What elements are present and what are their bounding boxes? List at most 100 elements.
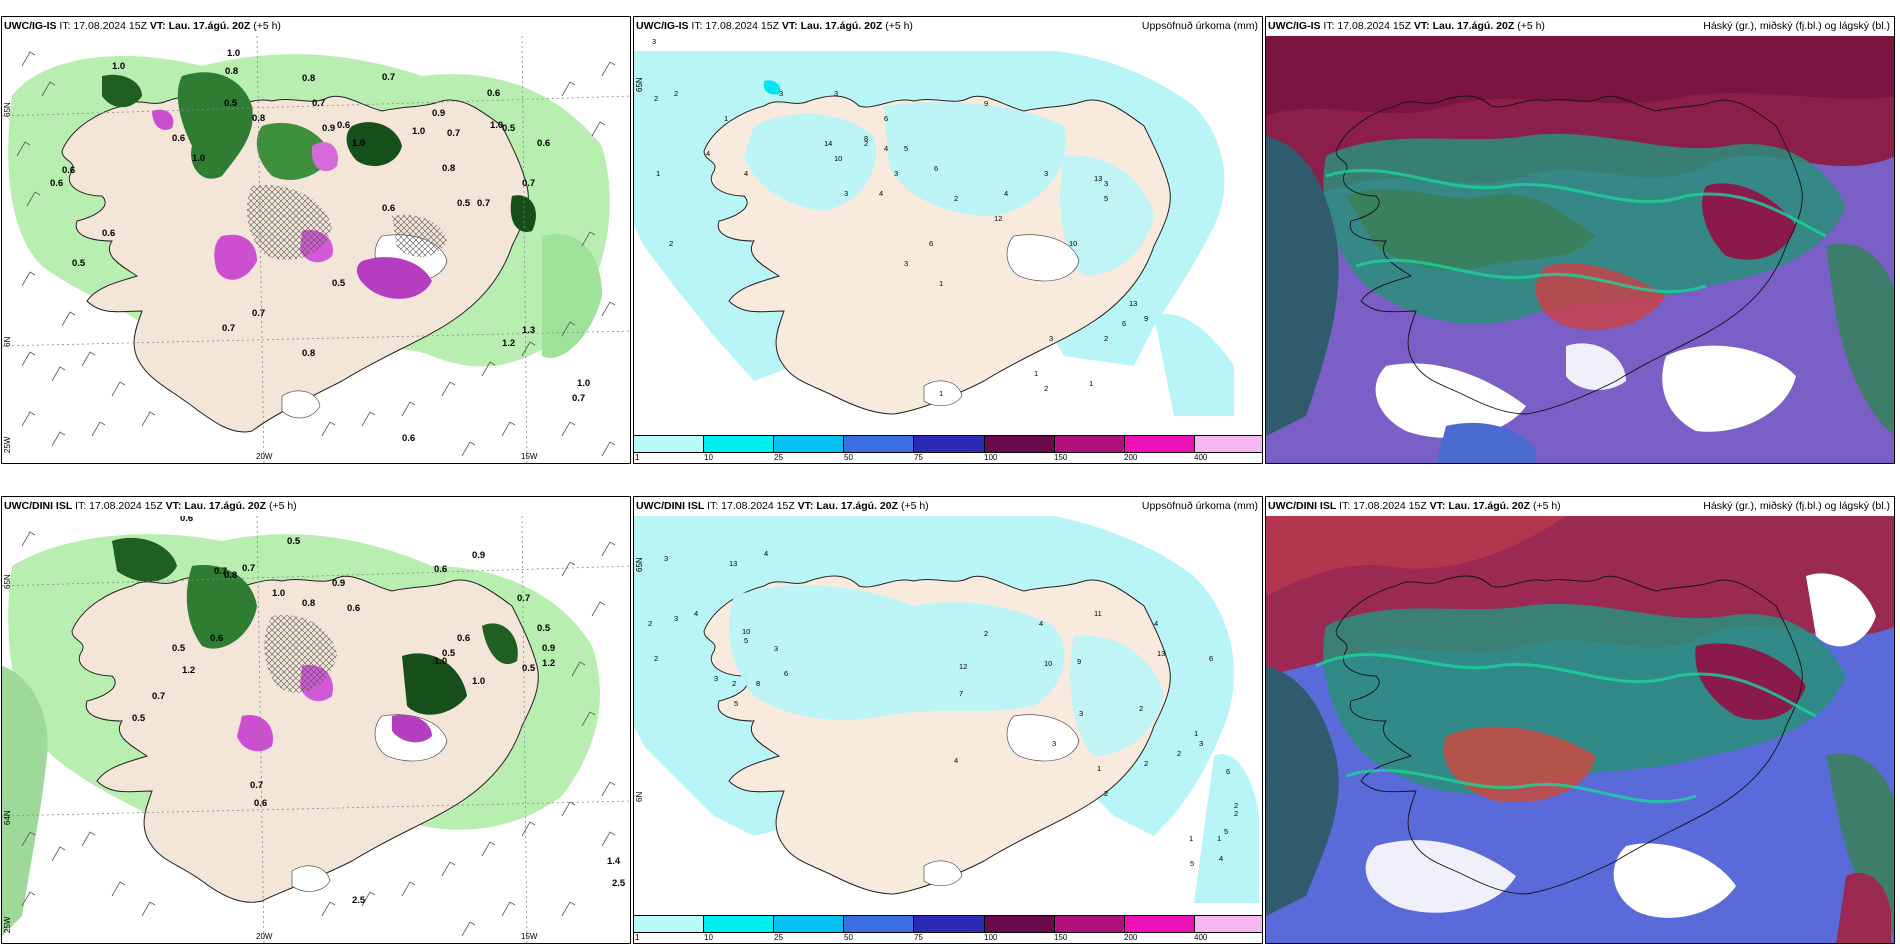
colorbar-swatch xyxy=(1124,916,1195,932)
map-value-label: 3 xyxy=(1199,739,1203,748)
cloud-cover-map xyxy=(1266,36,1894,463)
precip-light-area-east xyxy=(542,234,602,358)
map-value-label: 6 xyxy=(784,669,788,678)
cloud-low xyxy=(1266,666,1339,916)
cloud-contour xyxy=(1345,768,1697,804)
map-value-label: 3 xyxy=(894,169,898,178)
map-value-label: 1 xyxy=(1194,729,1198,738)
map-value-label: 0.5 xyxy=(72,258,86,269)
map-value-label: 0.5 xyxy=(132,713,146,724)
clear-sky xyxy=(1613,843,1736,918)
lat-label: 65N xyxy=(635,557,644,572)
colorbar-swatch xyxy=(1194,436,1262,452)
map-value-label: 5 xyxy=(734,699,738,708)
colorbar-tick: 150 xyxy=(1054,453,1068,462)
map-value-label: 0.8 xyxy=(224,570,237,581)
map-svg: 3232413431052368512241191013326743213212… xyxy=(634,516,1262,903)
lat-label: 25W xyxy=(3,436,12,453)
map-value-label: 0.6 xyxy=(180,516,193,524)
map-value-label: 1.2 xyxy=(502,338,515,349)
map-value-label: 0.8 xyxy=(302,73,315,84)
cloud-mid xyxy=(1346,188,1596,270)
map-value-label: 3 xyxy=(779,89,783,98)
precip-area-cyan xyxy=(744,113,876,211)
cloud-contour xyxy=(1355,258,1707,294)
map-value-label: 0.7 xyxy=(447,128,460,139)
hatched-region xyxy=(264,615,337,693)
map-value-label: 3 xyxy=(674,614,678,623)
map-value-label: 0.5 xyxy=(332,278,346,289)
precip-heavy-area xyxy=(510,195,536,232)
map-value-label: 2 xyxy=(954,194,958,203)
map-value-label: 4 xyxy=(764,549,768,558)
map-value-label: 6 xyxy=(1226,767,1230,776)
cloud-low xyxy=(1266,136,1339,436)
map-value-label: 0.8 xyxy=(302,348,315,359)
map-value-label: 0.5 xyxy=(172,643,186,654)
map-value-label: 1.4 xyxy=(607,856,621,867)
graticule-line xyxy=(2,800,630,817)
map-value-label: 3 xyxy=(834,89,838,98)
map-value-label: 0.8 xyxy=(225,66,238,77)
colorbar-swatch xyxy=(704,436,775,452)
colorbar-swatch xyxy=(774,916,845,932)
map-value-label: 0.8 xyxy=(302,598,315,609)
map-value-label: 3 xyxy=(774,644,778,653)
graticule-line xyxy=(2,95,630,117)
panel-title: UWC/DINI ISL IT: 17.08.2024 15Z VT: Lau.… xyxy=(1268,500,1561,512)
map-value-label: 2 xyxy=(1104,334,1108,343)
colorbar-tick: 100 xyxy=(984,933,998,942)
colorbar xyxy=(634,915,1262,933)
map-value-label: 2 xyxy=(1044,384,1048,393)
clear-sky xyxy=(1662,345,1796,432)
map-value-label: 7 xyxy=(959,689,963,698)
map-value-label: 0.7 xyxy=(252,308,265,319)
map-value-label: 3 xyxy=(1104,179,1108,188)
map-value-label: 2 xyxy=(674,89,678,98)
map-value-label: 0.9 xyxy=(322,123,335,134)
map-value-label: 12 xyxy=(994,214,1002,223)
map-value-label: 14 xyxy=(824,139,832,148)
hatched-region xyxy=(392,214,447,258)
map-value-label: 6 xyxy=(1209,654,1213,663)
glacier-myrdalsjokull xyxy=(281,390,321,419)
lat-label: 64N xyxy=(3,810,12,825)
map-value-label: 3 xyxy=(1079,709,1083,718)
accum-precip-map: 3 2 3 2 4 13 4 3 10 5 2 3 6 8 5 12 2 4 11 9 10 13 3 2 6 7 4 3 2 1 3 2 1 2… xyxy=(634,516,1262,903)
map-value-label: 0.5 xyxy=(224,98,238,109)
map-value-label: 1.2 xyxy=(542,658,555,669)
precip-area-cyan xyxy=(1070,635,1164,756)
map-value-label: 1.0 xyxy=(227,48,240,59)
glacier xyxy=(1006,714,1080,762)
map-value-label: 2 xyxy=(984,629,988,638)
graticule-line xyxy=(256,36,265,463)
map-value-label: 0.6 xyxy=(402,433,415,444)
map-value-label: 6 xyxy=(884,114,888,123)
clear-sky xyxy=(1375,363,1526,438)
lat-label: 6N xyxy=(635,791,644,802)
colorbar-tick: 100 xyxy=(984,453,998,462)
colorbar-swatch xyxy=(1124,436,1195,452)
map-value-label: 4 xyxy=(694,609,698,618)
colorbar-swatch xyxy=(634,436,705,452)
map-value-label: 11 xyxy=(1094,609,1102,618)
colorbar-swatch xyxy=(1054,916,1125,932)
panel-title: UWC/DINI ISL IT: 17.08.2024 15Z VT: Lau.… xyxy=(636,500,929,512)
iceland-coastline xyxy=(1335,95,1803,415)
map-value-label: 1 xyxy=(724,114,728,123)
map-value-label: 4 xyxy=(1004,189,1008,198)
precip-area-cyan xyxy=(1194,754,1259,903)
map-value-label: 0.6 xyxy=(347,603,360,614)
map-value-label: 4 xyxy=(1219,854,1223,863)
map-value-label: 2 xyxy=(654,94,658,103)
map-value-label: 0.8 xyxy=(252,113,265,124)
precip-heavy-area xyxy=(186,565,257,649)
lat-label: 65N xyxy=(3,102,12,117)
map-value-label: 0.6 xyxy=(537,138,550,149)
cloud-high xyxy=(1266,516,1566,596)
cloud-contour xyxy=(1315,653,1817,718)
map-value-label: 1.3 xyxy=(522,325,535,336)
cloud-high xyxy=(1702,183,1796,260)
map-value-label: 1.0 xyxy=(272,588,285,599)
map-value-label: 0.7 xyxy=(214,566,227,577)
